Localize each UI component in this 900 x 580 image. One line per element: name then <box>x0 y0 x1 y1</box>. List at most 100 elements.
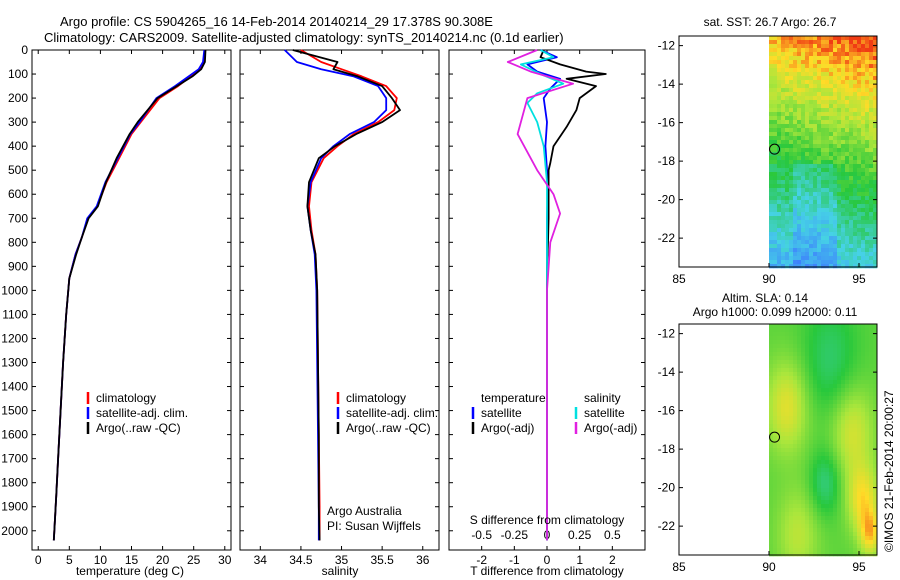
heatmap-cell <box>865 376 870 381</box>
heatmap-cell <box>857 164 862 169</box>
heatmap-cell <box>869 240 874 245</box>
heatmap-cell <box>809 400 814 405</box>
heatmap-cell <box>777 108 782 113</box>
heatmap-cell <box>769 420 774 425</box>
heatmap-cell <box>857 40 862 45</box>
heatmap-cell <box>821 324 826 329</box>
heatmap-cell <box>809 412 814 417</box>
heatmap-cell <box>829 468 834 473</box>
heatmap-cell <box>785 228 790 233</box>
heatmap-cell <box>865 220 870 225</box>
heatmap-cell <box>829 372 834 377</box>
heatmap-cell <box>817 96 822 101</box>
heatmap-cell <box>857 380 862 385</box>
heatmap-cell <box>817 164 822 169</box>
heatmap-cell <box>769 540 774 545</box>
heatmap-cell <box>865 48 870 53</box>
heatmap-cell <box>861 200 866 205</box>
ytick-label: 1900 <box>1 500 28 514</box>
heatmap-cell <box>869 348 874 353</box>
heatmap-cell <box>849 336 854 341</box>
heatmap-cell <box>801 512 806 517</box>
heatmap-cell <box>813 116 818 121</box>
heatmap-cell <box>817 496 822 501</box>
heatmap-cell <box>777 524 782 529</box>
heatmap-cell <box>773 336 778 341</box>
heatmap-cell <box>773 260 778 265</box>
heatmap-cell <box>869 376 874 381</box>
heatmap-cell <box>769 132 774 137</box>
heatmap-cell <box>809 520 814 525</box>
heatmap-cell <box>769 60 774 65</box>
heatmap-cell <box>833 220 838 225</box>
heatmap-cell <box>821 88 826 93</box>
heatmap-cell <box>869 252 874 257</box>
heatmap-cell <box>837 236 842 241</box>
heatmap-cell <box>817 72 822 77</box>
heatmap-cell <box>841 228 846 233</box>
heatmap-cell <box>813 248 818 253</box>
heatmap-cell <box>817 220 822 225</box>
heatmap-cell <box>773 248 778 253</box>
heatmap-cell <box>825 168 830 173</box>
heatmap-cell <box>869 176 874 181</box>
heatmap-cell <box>813 200 818 205</box>
heatmap-cell <box>853 208 858 213</box>
heatmap-cell <box>813 396 818 401</box>
heatmap-cell <box>837 496 842 501</box>
xtick-label: 85 <box>672 560 686 574</box>
heatmap-cell <box>825 236 830 241</box>
heatmap-cell <box>853 204 858 209</box>
heatmap-cell <box>773 412 778 417</box>
heatmap-cell <box>821 36 826 41</box>
heatmap-cell <box>789 84 794 89</box>
heatmap-cell <box>845 528 850 533</box>
heatmap-cell <box>837 340 842 345</box>
heatmap-cell <box>861 208 866 213</box>
heatmap-cell <box>821 44 826 49</box>
heatmap-cell <box>821 424 826 429</box>
heatmap-cell <box>809 336 814 341</box>
heatmap-cell <box>813 372 818 377</box>
heatmap-cell <box>777 396 782 401</box>
heatmap-cell <box>857 404 862 409</box>
heatmap-cell <box>857 324 862 329</box>
heatmap-cell <box>785 548 790 553</box>
heatmap-cell <box>861 332 866 337</box>
heatmap-cell <box>813 376 818 381</box>
heatmap-cell <box>817 336 822 341</box>
heatmap-cell <box>769 76 774 81</box>
heatmap-cell <box>849 404 854 409</box>
heatmap-cell <box>849 516 854 521</box>
heatmap-cell <box>797 92 802 97</box>
heatmap-cell <box>797 196 802 201</box>
heatmap-cell <box>869 324 874 329</box>
heatmap-cell <box>853 532 858 537</box>
heatmap-cell <box>773 88 778 93</box>
heatmap-cell <box>841 192 846 197</box>
heatmap-cell <box>817 472 822 477</box>
heatmap-cell <box>837 484 842 489</box>
heatmap-cell <box>789 200 794 205</box>
heatmap-cell <box>841 156 846 161</box>
heatmap-cell <box>845 404 850 409</box>
heatmap-cell <box>861 156 866 161</box>
heatmap-cell <box>797 368 802 373</box>
heatmap-cell <box>857 116 862 121</box>
heatmap-cell <box>869 356 874 361</box>
heatmap-cell <box>809 136 814 141</box>
heatmap-cell <box>825 212 830 217</box>
heatmap-cell <box>825 456 830 461</box>
heatmap-cell <box>813 388 818 393</box>
heatmap-cell <box>829 344 834 349</box>
heatmap-cell <box>809 504 814 509</box>
heatmap-cell <box>793 420 798 425</box>
heatmap-cell <box>793 156 798 161</box>
heatmap-cell <box>865 336 870 341</box>
legend-title-temperature: temperature <box>481 391 546 405</box>
heatmap-cell <box>801 132 806 137</box>
xtick-label: 15 <box>125 553 139 567</box>
heatmap-cell <box>825 216 830 221</box>
heatmap-cell <box>789 544 794 549</box>
heatmap-cell <box>845 248 850 253</box>
